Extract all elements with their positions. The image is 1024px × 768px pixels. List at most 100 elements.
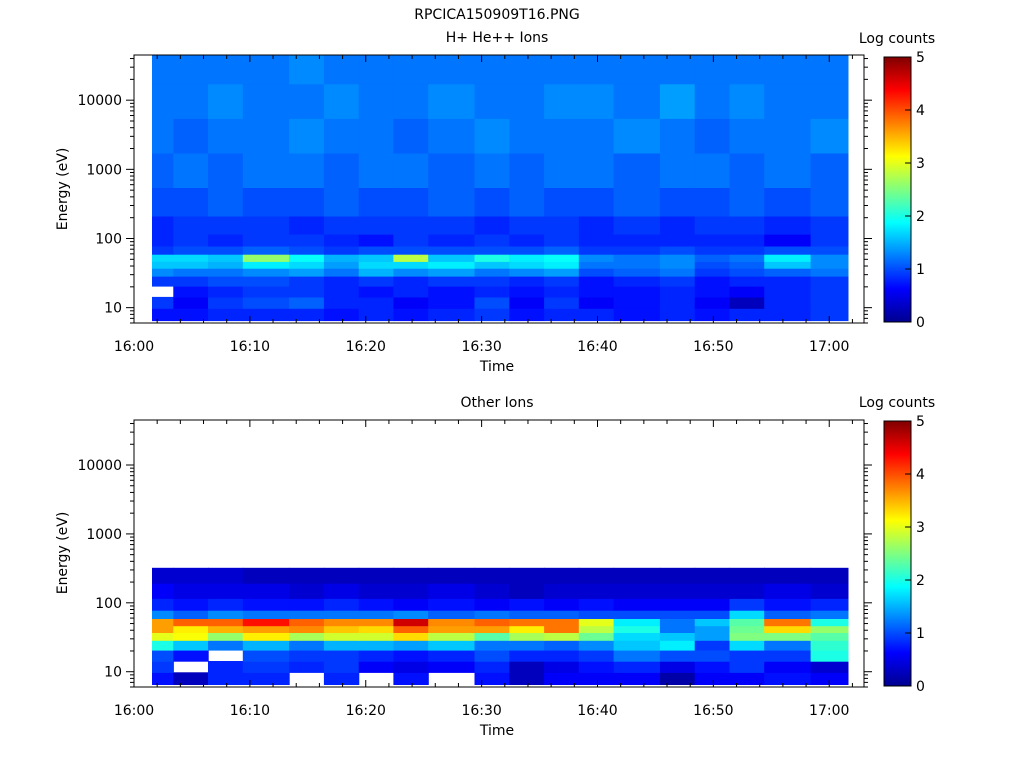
heatmap-cell xyxy=(810,245,849,255)
heatmap-cell xyxy=(578,276,615,287)
heatmap-cell xyxy=(474,245,510,255)
heatmap-cell xyxy=(764,245,812,255)
x-tick-label: 16:50 xyxy=(693,703,733,719)
heatmap-cell xyxy=(810,583,849,599)
heatmap-cell xyxy=(659,187,696,217)
heatmap-cell xyxy=(694,254,731,262)
heatmap-cell xyxy=(208,618,244,627)
heatmap-cell xyxy=(474,650,510,662)
heatmap-cell xyxy=(358,598,395,611)
heatmap-cell xyxy=(509,245,545,255)
heatmap-cell xyxy=(613,55,661,85)
colorbar-gradient xyxy=(883,56,912,323)
heatmap-cell xyxy=(544,583,580,599)
heatmap-cell xyxy=(509,618,545,627)
heatmap-cell xyxy=(393,268,429,277)
heatmap-cell xyxy=(509,187,545,217)
heatmap-cell xyxy=(474,640,510,651)
heatmap-cell xyxy=(242,254,290,262)
heatmap-cell xyxy=(509,261,545,269)
heatmap-cell xyxy=(393,152,429,188)
colorbar-tick-label: 2 xyxy=(916,573,925,589)
heatmap-cell xyxy=(613,276,661,287)
heatmap-cell xyxy=(173,610,209,619)
x-tick-label: 16:40 xyxy=(577,703,617,719)
heatmap-cell xyxy=(289,234,325,247)
heatmap-cell xyxy=(358,640,395,651)
heatmap-cell xyxy=(152,583,174,599)
heatmap-cell xyxy=(208,672,244,685)
colorbar-tick-label: 5 xyxy=(916,50,925,66)
heatmap-cell xyxy=(358,83,395,119)
heatmap-cell xyxy=(694,118,731,154)
heatmap-cell xyxy=(729,152,765,188)
heatmap-cell xyxy=(764,215,812,235)
heatmap-cell xyxy=(509,567,545,584)
heatmap-cell xyxy=(242,118,290,154)
heatmap-cell xyxy=(474,632,510,641)
heatmap-cell xyxy=(428,598,476,611)
heatmap-cell xyxy=(613,245,661,255)
heatmap-cell xyxy=(694,610,731,619)
heatmap-cell xyxy=(544,308,580,322)
heatmap-cell xyxy=(208,152,244,188)
heatmap-cell xyxy=(694,583,731,599)
heatmap-cell xyxy=(358,618,395,627)
heatmap-cell xyxy=(659,672,696,685)
heatmap-cell xyxy=(694,661,731,673)
heatmap-cell xyxy=(729,296,765,309)
heatmap-cell xyxy=(242,152,290,188)
heatmap-cell xyxy=(428,215,476,235)
heatmap-cell xyxy=(242,308,290,322)
plot-frame xyxy=(133,54,865,324)
heatmap-cell xyxy=(694,640,731,651)
heatmap-cell xyxy=(509,268,545,277)
heatmap-cells xyxy=(152,567,849,685)
heatmap-cell xyxy=(764,268,812,277)
heatmap-cell xyxy=(578,285,615,298)
heatmap-cell xyxy=(509,215,545,235)
heatmap-cell xyxy=(578,296,615,309)
heatmap-cell xyxy=(152,610,174,619)
heatmap-cell xyxy=(729,234,765,247)
heatmap-cell xyxy=(474,672,510,685)
y-tick-label: 10 xyxy=(104,301,122,317)
heatmap-cell xyxy=(613,285,661,298)
heatmap-cell xyxy=(358,55,395,85)
heatmap-cell xyxy=(428,268,476,277)
heatmap-cell xyxy=(729,261,765,269)
heatmap-cell xyxy=(810,625,849,633)
heatmap-cell xyxy=(428,618,476,627)
heatmap-cell xyxy=(694,296,731,309)
heatmap-cell xyxy=(810,234,849,247)
heatmap-cell xyxy=(428,254,476,262)
heatmap-cell xyxy=(474,610,510,619)
heatmap-cell xyxy=(810,276,849,287)
colorbar-gradient xyxy=(883,420,912,687)
heatmap-cell xyxy=(208,276,244,287)
heatmap-cell xyxy=(393,187,429,217)
heatmap-cell xyxy=(509,640,545,651)
heatmap-cell xyxy=(242,598,290,611)
heatmap-cell xyxy=(694,55,731,85)
heatmap-cell xyxy=(393,245,429,255)
heatmap-cell xyxy=(289,610,325,619)
heatmap-cell xyxy=(289,187,325,217)
heatmap-cell xyxy=(694,268,731,277)
heatmap-cell xyxy=(544,118,580,154)
heatmap-cell xyxy=(694,234,731,247)
heatmap-cell xyxy=(729,254,765,262)
colorbar: Log counts 0 1 2 3 4 5 xyxy=(859,31,935,331)
heatmap-cell xyxy=(358,583,395,599)
heatmap-cell xyxy=(358,254,395,262)
heatmap-cell xyxy=(659,296,696,309)
x-tick-label: 17:00 xyxy=(809,703,849,719)
heatmap-cell xyxy=(323,276,360,287)
heatmap-cell xyxy=(810,285,849,298)
panel-title: Other Ions xyxy=(460,395,533,411)
heatmap-cell xyxy=(613,610,661,619)
heatmap-cell xyxy=(242,187,290,217)
heatmap-cell xyxy=(764,567,812,584)
heatmap-cell xyxy=(208,610,244,619)
heatmap-cell xyxy=(152,276,174,287)
